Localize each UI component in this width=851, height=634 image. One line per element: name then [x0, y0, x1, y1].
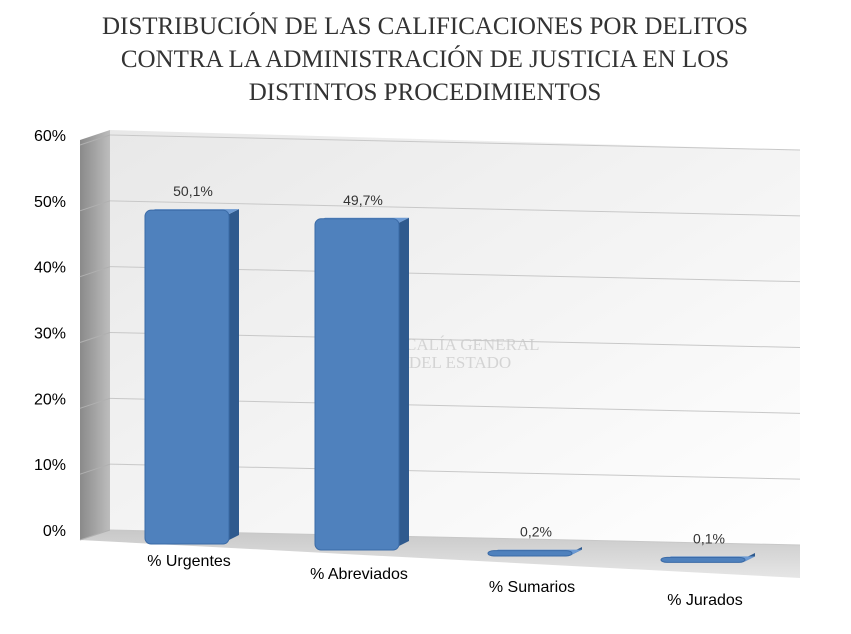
chart-title: DISTRIBUCIÓN DE LAS CALIFICACIONES POR D… — [101, 13, 749, 106]
bar — [487, 550, 573, 557]
floor — [80, 530, 800, 578]
bar — [314, 218, 400, 551]
watermark: FISCALÍA GENERAL — [380, 335, 539, 354]
grid-line — [109, 134, 801, 151]
y-tick-label: 40% — [34, 260, 66, 277]
grid-line — [79, 529, 111, 541]
bar — [144, 209, 230, 545]
x-tick-label: % Urgentes — [147, 553, 231, 570]
y-tick-label: 10% — [34, 457, 66, 474]
bar — [660, 556, 746, 563]
grid-line — [79, 332, 111, 343]
y-tick-label: 60% — [34, 128, 66, 145]
x-tick-label: % Jurados — [667, 592, 743, 609]
y-tick-label: 20% — [34, 391, 66, 408]
value-label: 50,1% — [173, 183, 213, 199]
y-tick-label: 50% — [34, 194, 66, 211]
grid-line — [109, 200, 801, 217]
y-tick-label: 30% — [34, 326, 66, 343]
value-label: 0,1% — [693, 530, 725, 546]
value-label: 49,7% — [343, 192, 383, 208]
back-wall — [110, 130, 800, 545]
y-tick-label: 0% — [43, 523, 66, 540]
watermark: DEL ESTADO — [409, 353, 511, 372]
bar-side — [229, 209, 239, 541]
x-tick-label: % Abreviados — [310, 566, 408, 583]
grid-line — [79, 266, 111, 278]
x-tick-label: % Sumarios — [489, 579, 575, 596]
value-label: 0,2% — [520, 524, 552, 540]
grid-line — [79, 200, 111, 212]
grid-line — [79, 134, 111, 146]
side-wall — [80, 130, 110, 540]
grid-line — [79, 463, 111, 475]
bar-side — [399, 217, 409, 546]
grid-line — [79, 397, 111, 409]
